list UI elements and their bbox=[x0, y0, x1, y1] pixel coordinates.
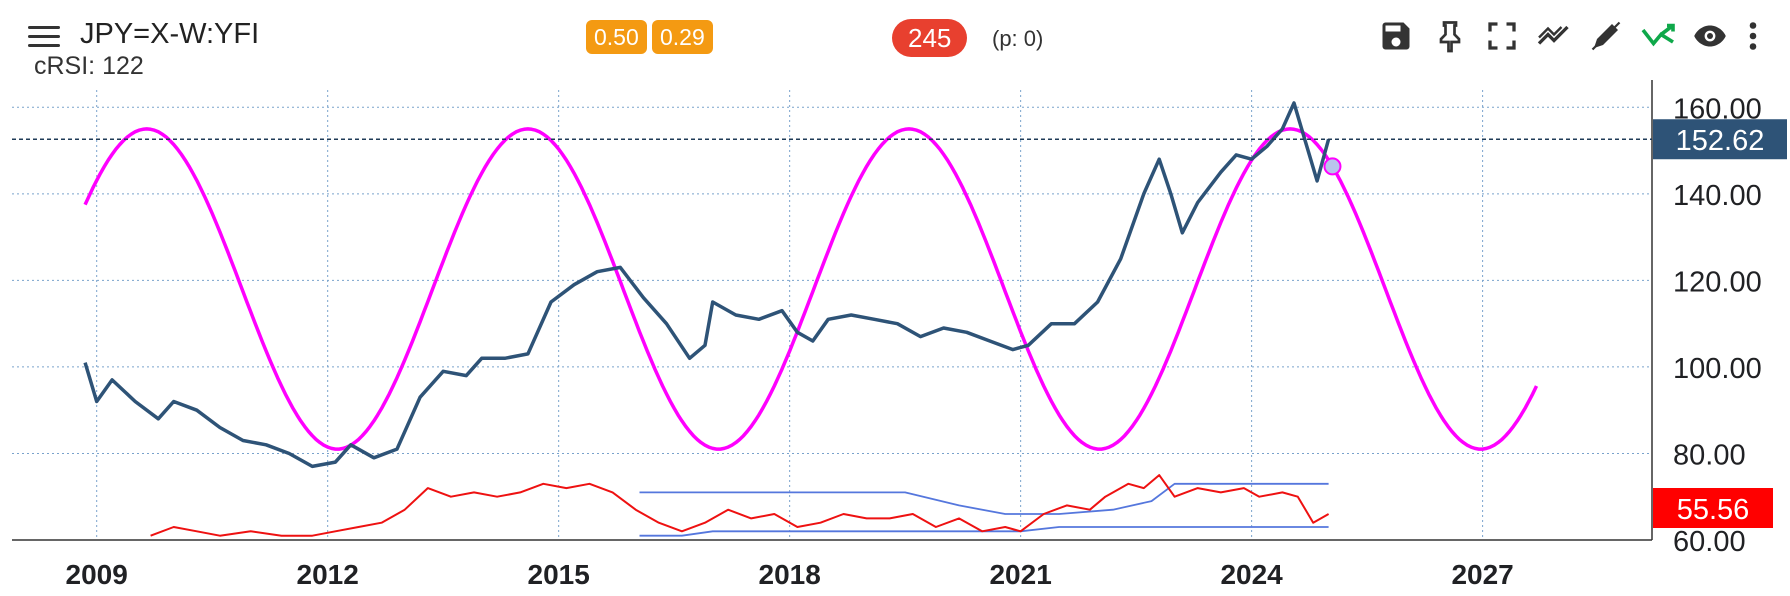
series-cycle bbox=[83, 127, 1539, 451]
x-tick-label: 2012 bbox=[297, 559, 359, 590]
badge-b[interactable]: 0.29 bbox=[652, 20, 713, 54]
x-tick-label: 2015 bbox=[528, 559, 590, 590]
chart-header: JPY=X-W:YFI cRSI: 122 0.50 0.29 245 (p: … bbox=[0, 0, 1790, 90]
series-upper-band bbox=[639, 482, 1329, 515]
rsi-tag bbox=[1653, 488, 1773, 528]
rsi-layer bbox=[150, 474, 1330, 537]
price-layer bbox=[83, 101, 1331, 469]
y-tick-label: 120.00 bbox=[1673, 266, 1762, 298]
eye-icon[interactable] bbox=[1692, 18, 1728, 58]
y-tick-label: 60.00 bbox=[1673, 526, 1746, 558]
series-lower-band bbox=[639, 526, 1329, 537]
series-price bbox=[83, 101, 1331, 469]
x-tick-label: 2027 bbox=[1451, 559, 1513, 590]
y-tick-label: 100.00 bbox=[1673, 353, 1762, 385]
menu-icon[interactable] bbox=[28, 26, 60, 50]
more-icon[interactable] bbox=[1744, 18, 1764, 58]
x-tick-label: 2018 bbox=[759, 559, 821, 590]
forecast-icon[interactable] bbox=[1640, 18, 1676, 58]
draw-icon[interactable] bbox=[1588, 18, 1624, 58]
axes-layer bbox=[12, 80, 1790, 596]
rsi-value: 55.56 bbox=[1677, 494, 1750, 526]
last-price-value: 152.62 bbox=[1676, 125, 1765, 157]
cycle-marker bbox=[1323, 157, 1342, 176]
cycle-layer bbox=[83, 127, 1539, 451]
cycle-length-badge[interactable]: 245 bbox=[892, 19, 968, 57]
p-value-label: (p: 0) bbox=[992, 26, 1044, 51]
trend-icon[interactable] bbox=[1536, 18, 1572, 58]
indicator-label: cRSI: 122 bbox=[34, 52, 144, 80]
badge-a[interactable]: 0.50 bbox=[586, 20, 647, 54]
symbol-title: JPY=X-W:YFI bbox=[80, 18, 260, 50]
series-crsi bbox=[150, 474, 1330, 537]
bands-layer bbox=[639, 482, 1329, 537]
x-tick-label: 2009 bbox=[66, 559, 128, 590]
y-tick-label: 140.00 bbox=[1673, 180, 1762, 212]
x-tick-label: 2024 bbox=[1220, 559, 1283, 590]
last-price-tag bbox=[1653, 119, 1787, 160]
x-tick-label: 2021 bbox=[989, 559, 1051, 590]
save-icon[interactable] bbox=[1378, 18, 1414, 58]
pin-icon[interactable] bbox=[1432, 18, 1468, 58]
grid-lines bbox=[12, 90, 1652, 541]
fullscreen-icon[interactable] bbox=[1484, 18, 1520, 58]
y-tick-label: 80.00 bbox=[1673, 439, 1746, 471]
axis-mask bbox=[1652, 541, 1790, 596]
